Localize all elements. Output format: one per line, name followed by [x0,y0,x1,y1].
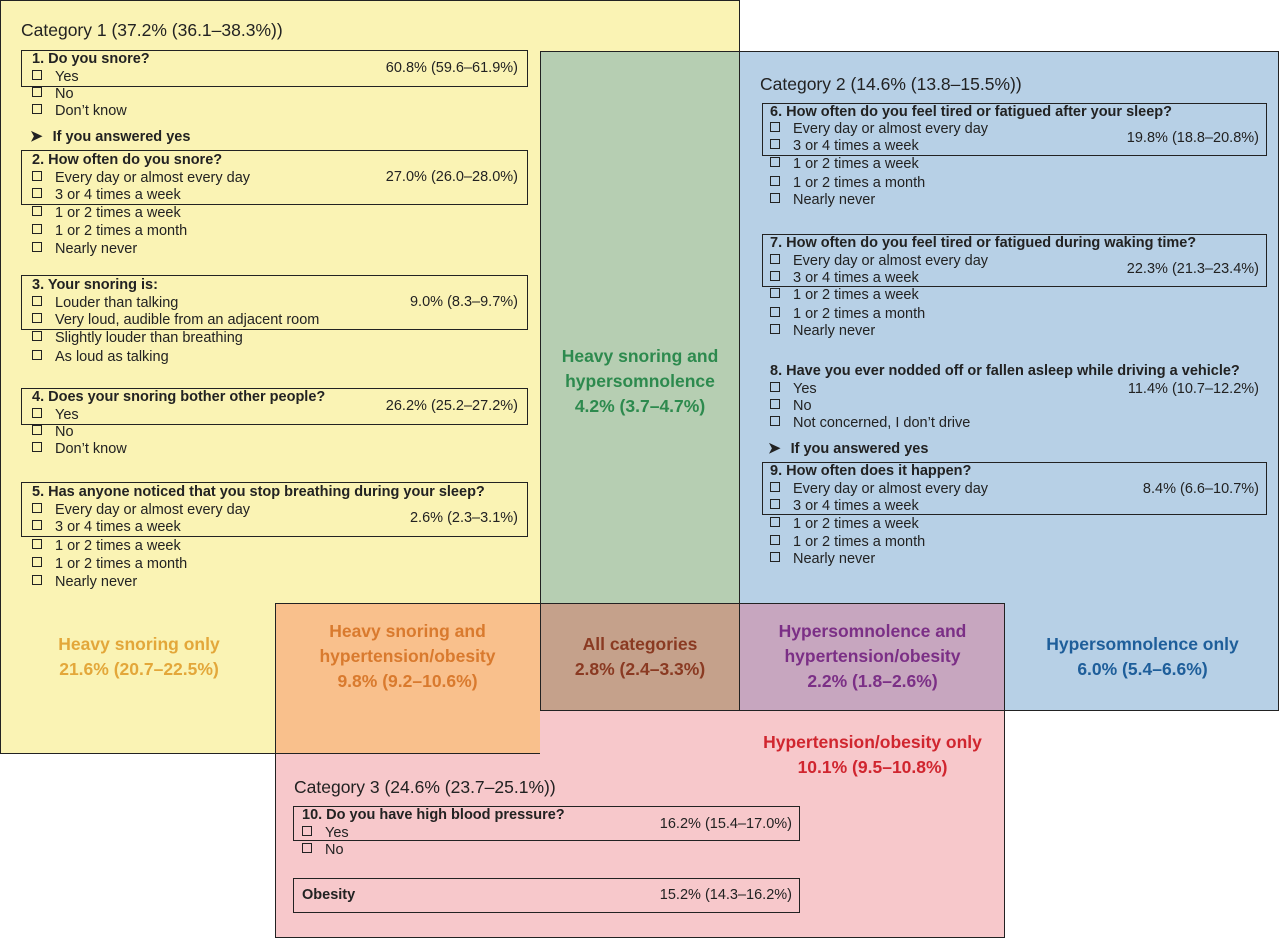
q5-title: 5. Has anyone noticed that you stop brea… [32,484,485,500]
q7-option: 1 or 2 times a month [770,306,925,322]
q6-box [762,103,1267,156]
q7-option: 3 or 4 times a week [770,270,919,286]
q3-option: As loud as talking [32,349,169,365]
q4-box [21,388,528,425]
arrow-icon: ➤ [30,128,43,145]
q1-option: Yes [32,69,79,85]
q8-pct: 11.4% (10.7–12.2%) [1127,381,1259,397]
q4-title: 4. Does your snoring bother other people… [32,389,326,405]
q2-option: 3 or 4 times a week [32,187,181,203]
q7-option: Nearly never [770,323,875,339]
q7-title: 7. How often do you feel tired or fatigu… [770,235,1197,251]
overlap-all [540,603,740,711]
q10-option: No [302,842,344,858]
q1-pct: 60.8% (59.6–61.9%) [385,60,518,76]
q6-title: 6. How often do you feel tired or fatigu… [770,104,1173,120]
zone-hypertension-only: Hypertension/obesity only 10.1% (9.5–10.… [763,732,982,777]
q5-option: 3 or 4 times a week [32,519,181,535]
overlap-2-3 [740,603,1005,711]
q7-box [762,234,1267,287]
q4-option: No [32,424,74,440]
q9-option: 1 or 2 times a week [770,516,919,532]
q9-option: Nearly never [770,551,875,567]
q5-option: 1 or 2 times a month [32,556,187,572]
q1-title: 1. Do you snore? [32,51,150,67]
zone-hypersomnolence-only: Hypersomnolence only 6.0% (5.4–6.6%) [1046,634,1239,679]
q5-box [21,482,528,537]
q1-option: No [32,86,74,102]
q2-option: 1 or 2 times a week [32,205,181,221]
q9-title: 9. How often does it happen? [770,463,972,479]
q3-option: Very loud, audible from an adjacent room [32,312,319,328]
q2-option: Nearly never [32,241,137,257]
zone-hypersomnolence-hypertension: Hypersomnolence and hypertension/obesity… [778,621,967,691]
q5-option: 1 or 2 times a week [32,538,181,554]
q6-option: 1 or 2 times a week [770,156,919,172]
zone-heavy-snoring-hypertension: Heavy snoring and hypertension/obesity 9… [319,621,496,691]
q3-box [21,275,528,330]
q3-pct: 9.0% (8.3–9.7%) [409,294,518,310]
q1-option: Don’t know [32,103,127,119]
q10-box [293,806,800,841]
q4-option: Yes [32,407,79,423]
q8-option: Not concerned, I don’t drive [770,415,970,431]
q2-box [21,150,528,205]
zone-heavy-snoring-only: Heavy snoring only 21.6% (20.7–22.5%) [58,634,220,679]
overlap-1-2 [540,51,740,603]
zone-all-categories: All categories 2.8% (2.4–3.3%) [574,634,706,679]
q9-option: Every day or almost every day [770,481,988,497]
q10-option: Yes [302,825,349,841]
followup-2: ➤ If you answered yes [768,440,929,457]
q8-option: No [770,398,812,414]
q7-pct: 22.3% (21.3–23.4%) [1126,261,1259,277]
q7-option: Every day or almost every day [770,253,988,269]
zone-heavy-snoring-hypersomnolence: Heavy snoring and hypersomnolence 4.2% (… [561,346,719,416]
q3-title: 3. Your snoring is: [32,277,158,293]
q8-option: Yes [770,381,817,397]
q5-option: Nearly never [32,574,137,590]
q6-option: 1 or 2 times a month [770,175,925,191]
category-3-title: Category 3 (24.6% (23.7–25.1%)) [294,777,556,797]
q3-option: Slightly louder than breathing [32,330,243,346]
obesity-box [293,878,800,913]
q5-option: Every day or almost every day [32,502,250,518]
q6-option: 3 or 4 times a week [770,138,919,154]
q9-option: 3 or 4 times a week [770,498,919,514]
category-2-title: Category 2 (14.6% (13.8–15.5%)) [760,74,1022,94]
q3-option: Louder than talking [32,295,178,311]
q4-pct: 26.2% (25.2–27.2%) [385,398,518,414]
obesity-pct: 15.2% (14.3–16.2%) [659,887,792,903]
q10-pct: 16.2% (15.4–17.0%) [659,816,792,832]
followup-1: ➤ If you answered yes [30,128,191,145]
q5-pct: 2.6% (2.3–3.1%) [409,510,518,526]
q6-option: Every day or almost every day [770,121,988,137]
q7-option: 1 or 2 times a week [770,287,919,303]
q6-pct: 19.8% (18.8–20.8%) [1126,130,1259,146]
q2-option: Every day or almost every day [32,170,250,186]
q4-option: Don’t know [32,441,127,457]
q9-pct: 8.4% (6.6–10.7%) [1142,481,1259,497]
q9-option: 1 or 2 times a month [770,534,925,550]
q6-option: Nearly never [770,192,875,208]
q2-title: 2. How often do you snore? [32,152,223,168]
q1-box [21,50,528,87]
q2-option: 1 or 2 times a month [32,223,187,239]
q2-pct: 27.0% (26.0–28.0%) [385,169,518,185]
overlap-1-3 [275,603,540,754]
obesity-title: Obesity [302,887,356,903]
category-1-title: Category 1 (37.2% (36.1–38.3%)) [21,20,283,40]
q8-title: 8. Have you ever nodded off or fallen as… [770,363,1240,379]
q9-box [762,462,1267,515]
arrow-icon: ➤ [768,440,781,457]
q10-title: 10. Do you have high blood pressure? [302,807,565,823]
